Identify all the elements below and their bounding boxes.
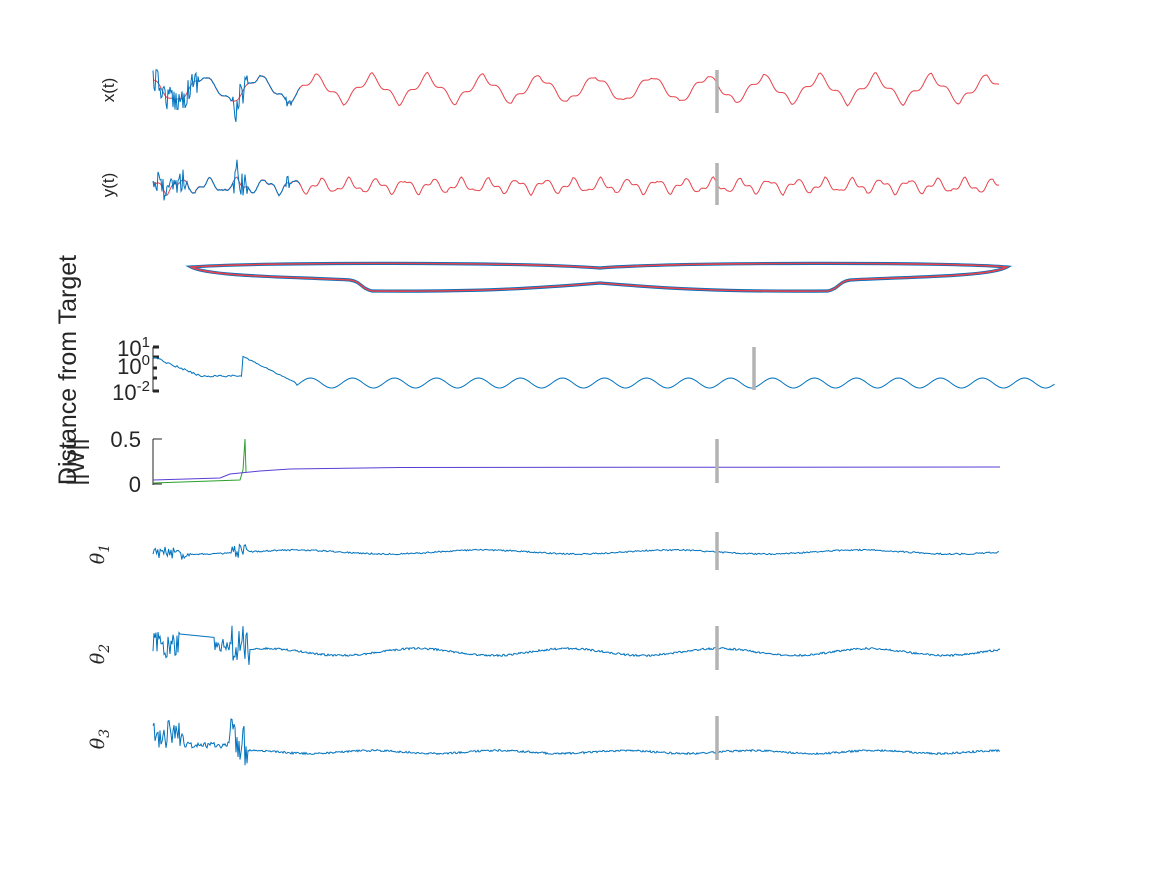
y-target-line xyxy=(152,176,1000,197)
weight-norm-purple-line xyxy=(152,466,1001,481)
weight-norm-green-line xyxy=(152,438,247,484)
panel-theta-3: θ3 xyxy=(87,716,1001,766)
trajectory-target-line xyxy=(188,262,1010,292)
theta-3-line xyxy=(152,718,1001,766)
ylabel-weight-norm: ||W|| xyxy=(63,438,90,486)
distance-tick-label: 100 xyxy=(117,352,150,379)
distance-tick-label: 101 xyxy=(117,334,150,361)
panel-distance: Distance from Target 101 100 10-2 xyxy=(54,255,1055,485)
panel-y: y(t) xyxy=(99,159,1000,205)
ylabel-x: x(t) xyxy=(99,78,118,103)
panel-theta-1: θ1 xyxy=(87,532,1000,570)
theta-2-line xyxy=(152,625,1001,665)
ylabel-distance: Distance from Target xyxy=(54,255,82,485)
theta-1-line xyxy=(152,543,1000,560)
panel-x: x(t) xyxy=(99,69,1000,123)
y-fit-line xyxy=(152,159,301,201)
panel-trajectory xyxy=(185,261,1013,293)
x-target-line xyxy=(153,71,1000,107)
ylabel-theta-2: θ2 xyxy=(87,644,113,664)
distance-line xyxy=(152,355,1055,389)
ylabel-theta-3: θ3 xyxy=(87,729,113,749)
distance-tick-label: 10-2 xyxy=(112,378,150,405)
panel-theta-2: θ2 xyxy=(87,625,1001,670)
weight-tick-label: 0.5 xyxy=(110,427,141,452)
panel-weight-norm: ||W|| 0.5 0 xyxy=(63,427,1001,497)
weight-tick-label: 0 xyxy=(129,472,141,497)
ylabel-y: y(t) xyxy=(99,173,118,198)
x-fit-line xyxy=(152,69,301,123)
ylabel-theta-1: θ1 xyxy=(87,544,113,564)
